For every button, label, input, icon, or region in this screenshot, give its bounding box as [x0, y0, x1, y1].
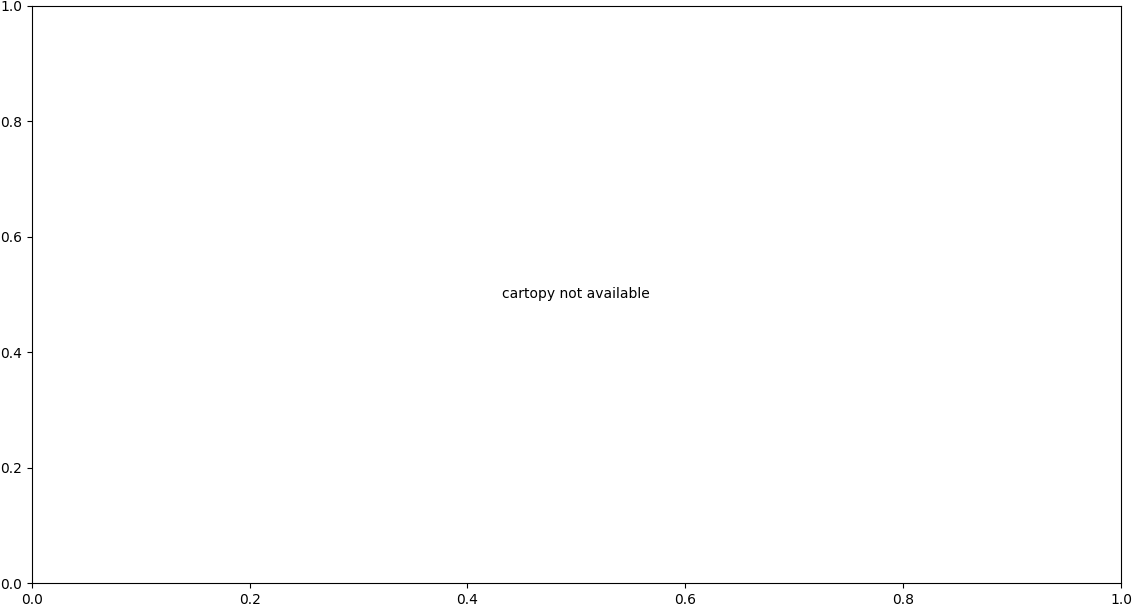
- Text: cartopy not available: cartopy not available: [503, 287, 650, 302]
